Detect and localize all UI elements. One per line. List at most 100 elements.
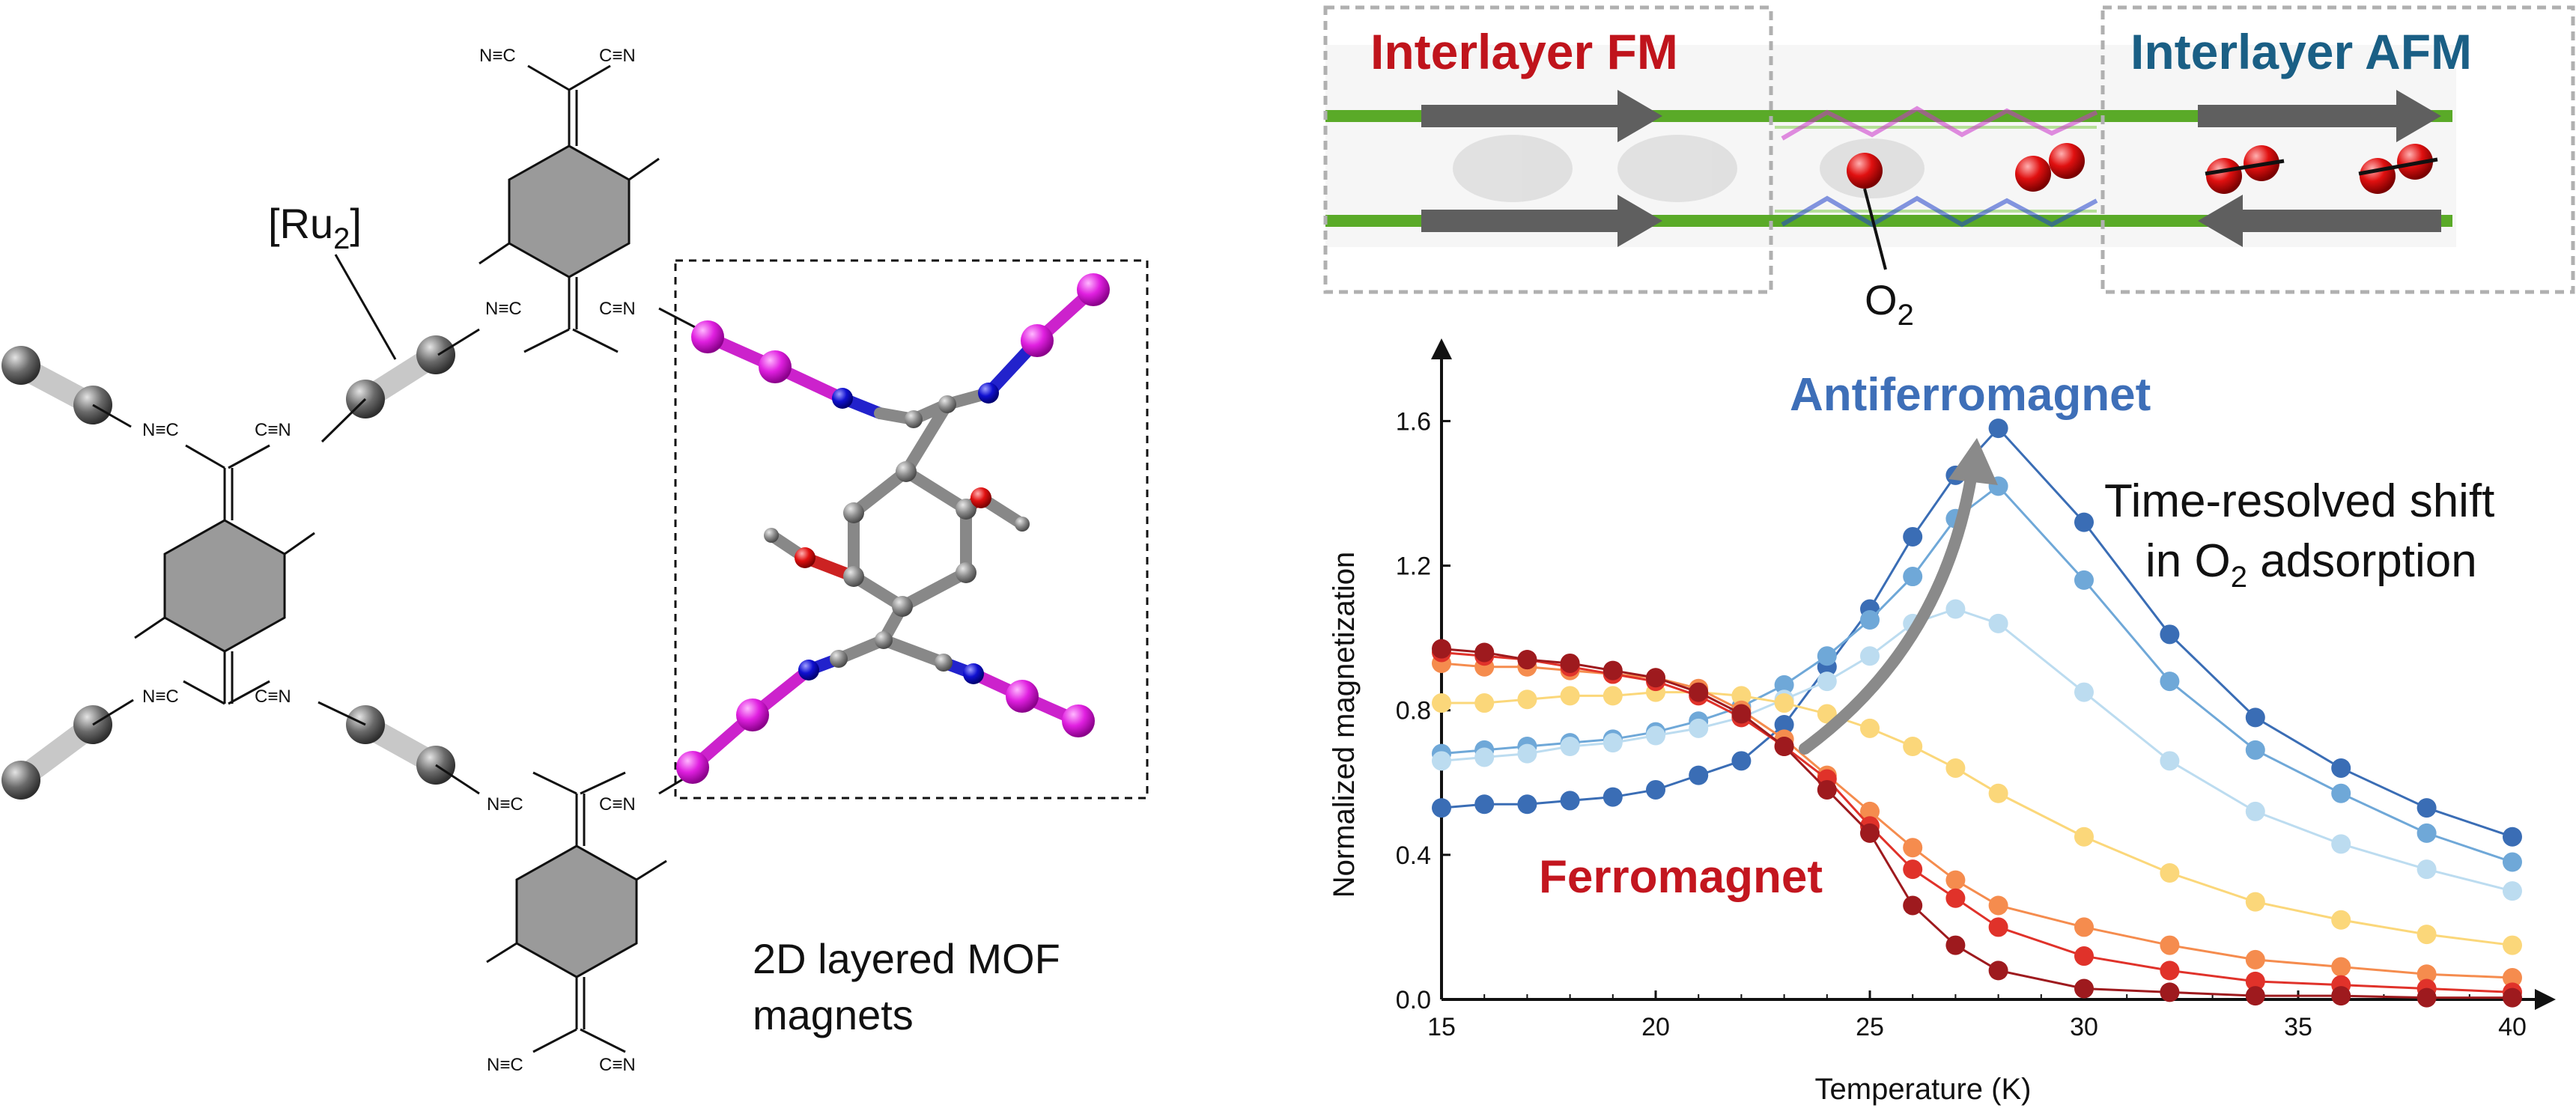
svg-text:C≡N: C≡N <box>599 794 636 815</box>
data-point <box>2331 783 2351 803</box>
data-point <box>2331 834 2351 854</box>
svg-text:N≡C: N≡C <box>485 299 522 319</box>
ferro-label: Ferromagnet <box>1539 851 1823 903</box>
data-point <box>1988 895 2008 916</box>
data-point <box>2331 986 2351 1006</box>
svg-text:N≡C: N≡C <box>479 46 516 66</box>
data-point <box>1774 693 1794 713</box>
o2-molecules <box>1847 143 2438 194</box>
svg-text:N≡C: N≡C <box>142 420 179 440</box>
data-point <box>2503 987 2522 1008</box>
data-point <box>1860 801 1880 821</box>
data-point <box>2245 707 2265 728</box>
data-point <box>1860 646 1880 666</box>
data-point <box>1903 737 1923 756</box>
data-point <box>1903 895 1923 916</box>
data-point <box>2416 987 2437 1008</box>
data-point <box>2331 957 2351 977</box>
data-point <box>2160 624 2180 645</box>
spin-arrows <box>1421 90 2441 247</box>
data-point <box>1432 751 1451 771</box>
data-point <box>1689 718 1709 738</box>
data-point <box>1903 859 1923 880</box>
data-point <box>1860 610 1880 630</box>
x-tick-label: 25 <box>1856 1013 1884 1041</box>
data-point <box>1774 737 1794 756</box>
data-point <box>2160 863 2180 883</box>
data-point <box>2331 758 2351 778</box>
chem-labels: N≡C C≡N N≡C C≡N N≡C C≡N N≡C C≡N N≡C C≡N … <box>142 46 636 1075</box>
data-point <box>1646 779 1665 800</box>
data-point <box>1432 798 1451 818</box>
data-point <box>1646 668 1665 688</box>
ball-and-stick-fragment <box>676 273 1110 784</box>
data-point <box>1603 686 1623 706</box>
data-point <box>1945 888 1966 908</box>
y-tick-label: 0.0 <box>1396 986 1431 1014</box>
o2-label: O2 <box>1865 276 1914 332</box>
data-point <box>1988 917 2008 937</box>
series-line <box>1441 651 2513 993</box>
antiferro-label: Antiferromagnet <box>1790 369 2151 421</box>
data-point <box>2503 881 2522 901</box>
data-point <box>2503 968 2522 988</box>
x-axis-label: Temperature (K) <box>1815 1073 2032 1106</box>
data-point <box>1517 650 1537 670</box>
data-point <box>2416 964 2437 984</box>
data-point <box>1517 794 1537 815</box>
data-point <box>1689 765 1709 785</box>
fm-box <box>1323 5 1773 294</box>
data-point <box>1774 715 1794 735</box>
data-point <box>2503 827 2522 847</box>
y-tick-label: 0.4 <box>1396 841 1431 870</box>
ru-atom <box>1 761 40 800</box>
x-tick-label: 40 <box>2498 1013 2527 1041</box>
afm-box <box>2100 5 2575 294</box>
shift-curve-arrowhead <box>1948 438 1998 485</box>
series-7 <box>1432 639 2522 1008</box>
x-tick-label: 20 <box>1641 1013 1670 1041</box>
left-structure-panel: [Ru2] <box>1 46 1149 1075</box>
afm-label: Interlayer AFM <box>2130 24 2472 79</box>
data-point <box>1560 653 1580 673</box>
interlayer-panel: Interlayer FM Interlayer AFM O2 <box>1323 5 2575 332</box>
svg-text:C≡N: C≡N <box>255 420 291 440</box>
x-tick-label: 15 <box>1427 1013 1456 1041</box>
data-point <box>1517 743 1537 764</box>
tcnq-linkers <box>92 64 697 1053</box>
svg-text:C≡N: C≡N <box>255 687 291 707</box>
data-point <box>1603 787 1623 807</box>
data-point <box>2160 961 2180 981</box>
data-point <box>1517 690 1537 710</box>
ru-atom <box>416 335 455 374</box>
x-axis-arrowhead <box>2535 989 2556 1010</box>
data-point <box>1988 783 2008 803</box>
shift-curve-arrow <box>1799 458 1979 755</box>
data-point <box>2074 946 2094 967</box>
data-point <box>1988 613 2008 633</box>
data-point <box>2160 751 2180 771</box>
y-tick-label: 0.8 <box>1396 697 1431 725</box>
y-axis-arrowhead <box>1431 338 1452 359</box>
y-tick-label: 1.2 <box>1396 553 1431 581</box>
shift-line1: Time-resolved shift <box>2104 475 2494 527</box>
data-point <box>2074 512 2094 532</box>
data-point <box>1817 672 1837 692</box>
data-point <box>2160 982 2180 1002</box>
data-point <box>1731 686 1752 706</box>
series-line <box>1441 662 2513 979</box>
data-point <box>1731 751 1752 771</box>
data-point <box>1603 733 1623 753</box>
data-point <box>1432 639 1451 659</box>
data-point <box>2160 935 2180 955</box>
data-point <box>1689 682 1709 702</box>
data-point <box>2245 740 2265 760</box>
svg-text:N≡C: N≡C <box>142 687 179 707</box>
data-point <box>1817 779 1837 800</box>
svg-text:N≡C: N≡C <box>487 794 523 815</box>
series-line <box>1442 691 2513 947</box>
magnetization-chart: 15 20 25 30 35 40 0.0 0.4 0.8 1.2 1.6 Antiferromag… <box>1328 338 2556 1106</box>
svg-text:C≡N: C≡N <box>599 299 636 319</box>
series-line <box>1441 648 2512 999</box>
